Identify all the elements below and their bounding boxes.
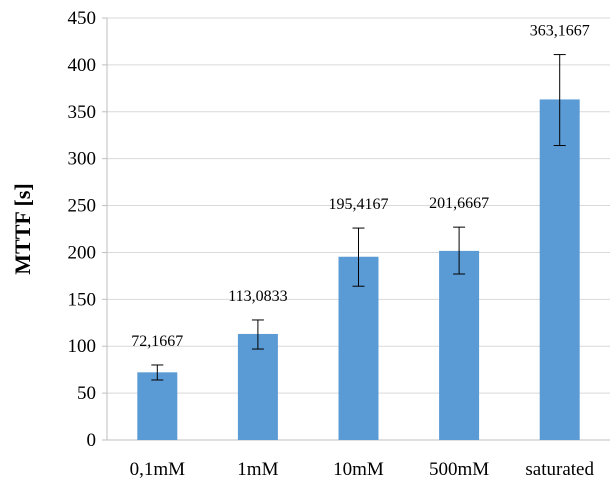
y-tick-label: 300: [68, 149, 97, 170]
y-tick-label: 50: [77, 383, 96, 404]
data-labels: 72,1667 113,0833 195,4167 201,6667 363,1667: [131, 23, 589, 350]
category-label-1mM: 1mM: [237, 459, 278, 480]
bar-saturated: [539, 99, 580, 441]
error-bar-saturated: [553, 54, 566, 147]
bar-10mM: [338, 256, 379, 440]
y-tick-label: 400: [68, 55, 97, 76]
error-bar-0,1mM: [151, 364, 164, 381]
bar-0,1mM: [137, 372, 178, 440]
y-axis-title: MTTF [s]: [10, 183, 35, 274]
y-tick-label: 100: [68, 336, 97, 357]
data-label-saturated: 363,1667: [530, 23, 590, 40]
category-labels: 0,1mM 1mM 10mM 500mM saturated: [130, 459, 595, 480]
y-tick-label: 150: [68, 289, 97, 310]
category-label-10mM: 10mM: [333, 459, 384, 480]
y-tick-label: 350: [68, 102, 97, 123]
y-tick-label: 200: [68, 242, 97, 263]
y-tick-label: 450: [68, 8, 97, 29]
category-label-saturated: saturated: [525, 459, 594, 480]
category-label-0,1mM: 0,1mM: [130, 459, 186, 480]
error-bar-500mM: [453, 226, 466, 275]
error-bar-10mM: [352, 227, 365, 287]
data-label-0,1mM: 72,1667: [131, 333, 183, 350]
y-tick-label: 250: [68, 196, 97, 217]
error-bars: [151, 54, 566, 381]
y-tick-label: 0: [87, 430, 97, 451]
data-label-10mM: 195,4167: [329, 196, 389, 213]
y-tick-labels: 0 50 100 150 200 250 300 350 400 450: [68, 8, 97, 451]
bar-1mM: [237, 333, 278, 440]
data-label-1mM: 113,0833: [228, 288, 287, 305]
data-label-500mM: 201,6667: [429, 195, 489, 212]
bar-500mM: [439, 250, 480, 440]
error-bar-1mM: [251, 319, 264, 350]
bars: [137, 99, 580, 441]
category-label-500mM: 500mM: [429, 459, 489, 480]
